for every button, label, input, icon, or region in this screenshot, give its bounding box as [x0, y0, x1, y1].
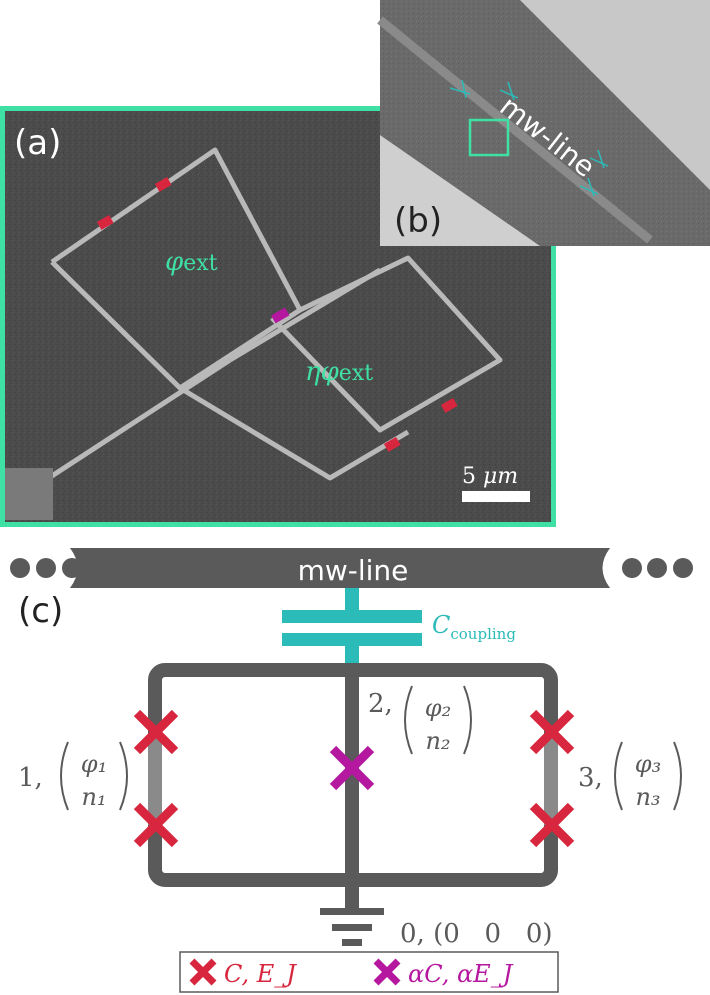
legend-red-cross-icon: [189, 958, 217, 986]
ellipsis-left: [10, 558, 82, 578]
junction-2: [329, 745, 375, 791]
panel-b-line: [377, 16, 653, 244]
legend-item-1: C, E_J: [224, 960, 297, 988]
junction-red: [96, 215, 114, 230]
panel-a-frame: [0, 106, 556, 527]
junction-red: [154, 177, 172, 192]
legend-magenta-cross-icon: [373, 958, 401, 986]
panel-c-circuit: mw-line (c) Ccoupling: [10, 548, 693, 949]
coupling-capacitor: [282, 588, 422, 666]
ground-symbol: [320, 908, 384, 946]
svg-text:1,: 1,: [18, 763, 43, 793]
legend-item-2: αC, αE_J: [408, 960, 514, 988]
junction-1b: [133, 802, 179, 848]
scale-bar-label: 5 μm: [462, 464, 518, 489]
coupling-markers: [449, 79, 609, 197]
junction-3b: [529, 802, 575, 848]
svg-text:n₃: n₃: [635, 783, 660, 811]
junction-magenta: [271, 307, 290, 324]
junction-red: [383, 437, 401, 452]
panel-b-micrograph: mw-line (b): [377, 0, 710, 246]
panel-c-label: (c): [18, 591, 63, 631]
legend: C, E_J αC, αE_J: [179, 951, 559, 993]
panel-b-ground-top: [520, 0, 710, 190]
mw-line-bar: [70, 548, 610, 588]
panel-b-label: (b): [394, 201, 442, 241]
svg-text:φ₂: φ₂: [425, 694, 451, 722]
svg-text:2,: 2,: [368, 689, 393, 719]
node-0-label: 0, (0 0 0): [400, 919, 553, 949]
legend-box: [179, 951, 559, 993]
zoom-box: [468, 118, 510, 157]
coupling-label: Ccoupling: [432, 611, 516, 643]
svg-text:n₂: n₂: [425, 727, 450, 755]
node-3-label: 3, φ₃ n₃: [578, 741, 682, 811]
svg-text:3,: 3,: [578, 763, 603, 793]
svg-text:φ₃: φ₃: [635, 750, 661, 778]
junction-1a: [133, 709, 179, 755]
eta-phi-ext-label: ηφext: [305, 357, 373, 387]
svg-text:φ₁: φ₁: [81, 750, 107, 778]
junction-3a: [529, 709, 575, 755]
panel-a-label: (a): [14, 123, 61, 163]
pad: [5, 468, 53, 520]
ellipsis-right: [622, 558, 693, 578]
node-2-label: 2, φ₂ n₂: [368, 685, 472, 755]
scale-bar: [462, 491, 530, 502]
node-1-label: 1, φ₁ n₁: [18, 741, 128, 811]
svg-text:n₁: n₁: [81, 783, 106, 811]
panel-b-ground-bottom: [380, 135, 540, 246]
mw-line-label: mw-line: [298, 554, 409, 587]
junction-red: [440, 398, 458, 413]
phi-ext-label: φext: [165, 247, 218, 277]
